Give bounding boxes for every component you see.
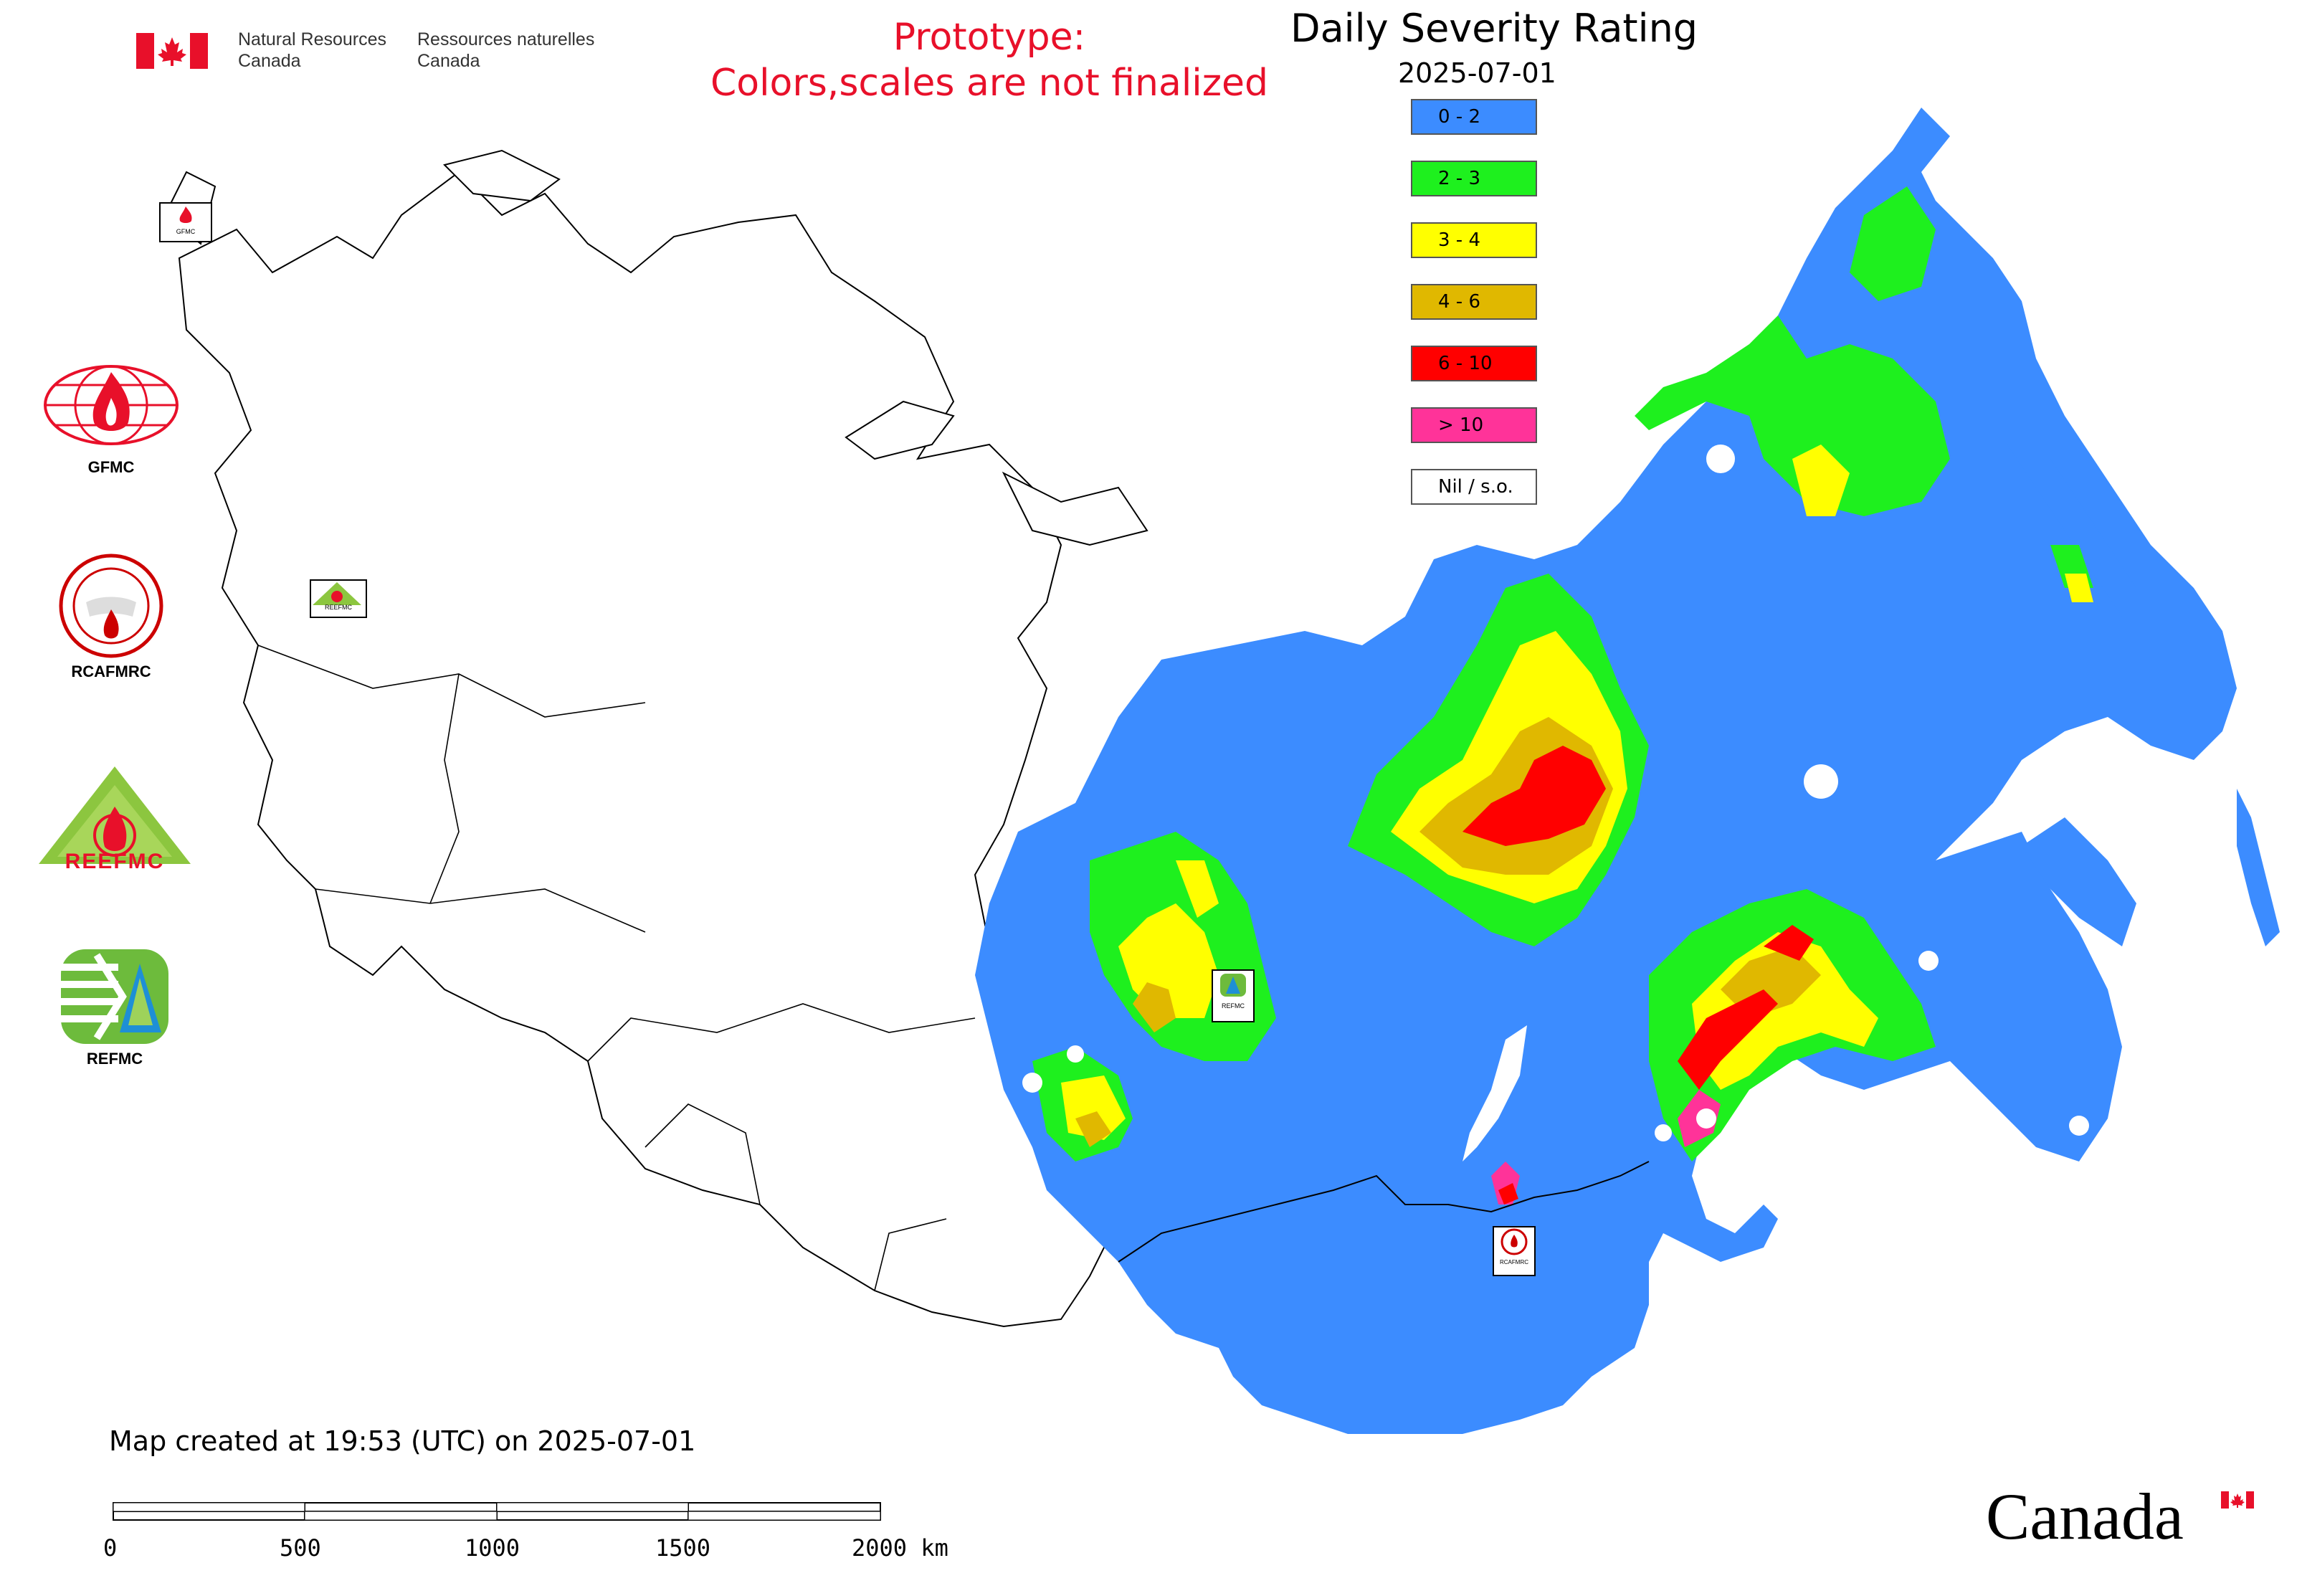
reefmc-small-label: REEFMC [325,604,352,611]
zone-orange-west [1133,982,1176,1032]
legend-item-nil: Nil / s.o. [1411,469,1537,505]
gov-signature: Natural Resources Canada Ressources natu… [136,29,595,79]
legend-label: 4 - 6 [1438,291,1480,313]
outline-europe-russia [178,171,1120,1328]
map-title: Daily Severity Rating [1290,6,1698,51]
nodata-dot [1918,951,1939,971]
nodata-dot [1706,445,1735,473]
scale-tick-1500: 1500 [655,1534,711,1562]
refmc-mark-icon [1220,974,1246,997]
zone-red-central [1462,746,1606,846]
severity-zones [975,108,2280,1434]
reefmc-triangle-icon [39,766,191,864]
prototype-notice-line1: Prototype: [893,16,1086,59]
legend-label: > 10 [1438,414,1484,436]
nodata-dot [1696,1108,1716,1129]
legend-label: 6 - 10 [1438,353,1493,374]
zone-green-north [1635,315,1950,516]
country-outlines-west [163,149,1148,1328]
flame-icon [179,206,192,223]
refmc-mark-icon [61,949,168,1044]
refmc-logo: REFMC [54,946,176,1068]
zone-blue-baikal-white [1462,1025,1527,1162]
gfmc-logo: GFMC [39,362,183,477]
triangle-logo-icon [313,582,361,605]
zone-yellow-west2 [1176,860,1219,918]
map-date: 2025-07-01 [1398,57,1556,89]
legend-item-6-10: 6 - 10 [1411,346,1537,381]
prototype-notice-line2: Colors,scales are not finalized [710,62,1269,105]
canada-flag-icon [136,33,208,69]
legend-item-0-2: 0 - 2 [1411,99,1537,135]
legend-item-2-3: 2 - 3 [1411,161,1537,196]
legend-label: 0 - 2 [1438,106,1480,128]
org-name-fr-line2: Canada [417,51,480,71]
rcafmrc-small-logo: RCAFMRC [1493,1226,1536,1276]
legend-label: Nil / s.o. [1438,476,1513,498]
zone-blue-sakhalin [2237,789,2280,946]
zone-blue-kamchatka [2007,430,2151,631]
reefmc-logo: REEFMC [36,764,194,898]
org-name-en-line1: Natural Resources [238,29,387,49]
zone-yellow-kamchatka [2065,574,2093,602]
org-name-en-line2: Canada [238,51,301,71]
gfmc-label: GFMC [87,458,135,476]
zone-yellow-north [1792,445,1850,516]
nodata-dot [1804,764,1838,799]
refmc-label: REFMC [86,1050,143,1068]
reefmc-label: REEFMC [65,850,165,873]
rcafmrc-logo: RCAFMRC [57,552,165,681]
zone-green-east-coast [1850,186,1936,301]
canada-flag-icon [2221,1491,2254,1509]
refmc-small-logo: REFMC [1212,969,1255,1022]
nodata-dot [2069,1116,2089,1136]
legend-label: 3 - 4 [1438,229,1480,251]
zone-red-amur2 [1764,925,1814,961]
scale-tick-1000: 1000 [465,1534,520,1562]
zone-blue-okhotsk-coast [2022,817,2136,946]
outline-taymyr [1002,471,1148,546]
scale-tick-0: 0 [103,1534,118,1562]
scale-bar [113,1502,881,1521]
rcafmrc-seal-icon [59,554,163,658]
scale-tick-500: 500 [280,1534,321,1562]
gfmc-small-logo: GFMC [159,202,212,242]
zone-red-mongolia [1498,1183,1518,1205]
internal-borders [257,645,976,1291]
gfmc-globe-flame-icon [44,365,179,445]
legend-label: 2 - 3 [1438,168,1480,189]
rcafmrc-seal-icon [1500,1228,1528,1255]
nodata-dot [1655,1124,1672,1141]
zone-red-amur [1678,989,1778,1090]
canada-wordmark: Canada [1986,1478,2254,1554]
legend-item-3-4: 3 - 4 [1411,222,1537,258]
canada-wordmark-text: Canada [1986,1480,2184,1553]
rcafmrc-label: RCAFMRC [71,662,151,680]
gfmc-small-label: GFMC [176,228,196,235]
zone-orange-sw [1075,1111,1111,1147]
refmc-small-label: REFMC [1222,1002,1245,1010]
legend-item-gt-10: > 10 [1411,407,1537,443]
outline-kola [443,149,561,202]
map-created-text: Map created at 19:53 (UTC) on 2025-07-01 [109,1425,696,1457]
nodata-dot [1067,1045,1084,1063]
prototype-notice: Prototype: Colors,scales are not finaliz… [645,14,1333,106]
legend-item-4-6: 4 - 6 [1411,284,1537,320]
zone-yellow-sw [1061,1075,1126,1140]
border-line [1118,1161,1650,1263]
reefmc-small-logo: REEFMC [310,579,367,618]
nodata-dot [1022,1073,1042,1093]
org-name-fr-line1: Ressources naturelles [417,29,595,49]
outline-novaya-zemlya [845,400,955,460]
rcafmrc-small-label: RCAFMRC [1500,1259,1528,1265]
scale-tick-2000: 2000 km [852,1534,948,1562]
